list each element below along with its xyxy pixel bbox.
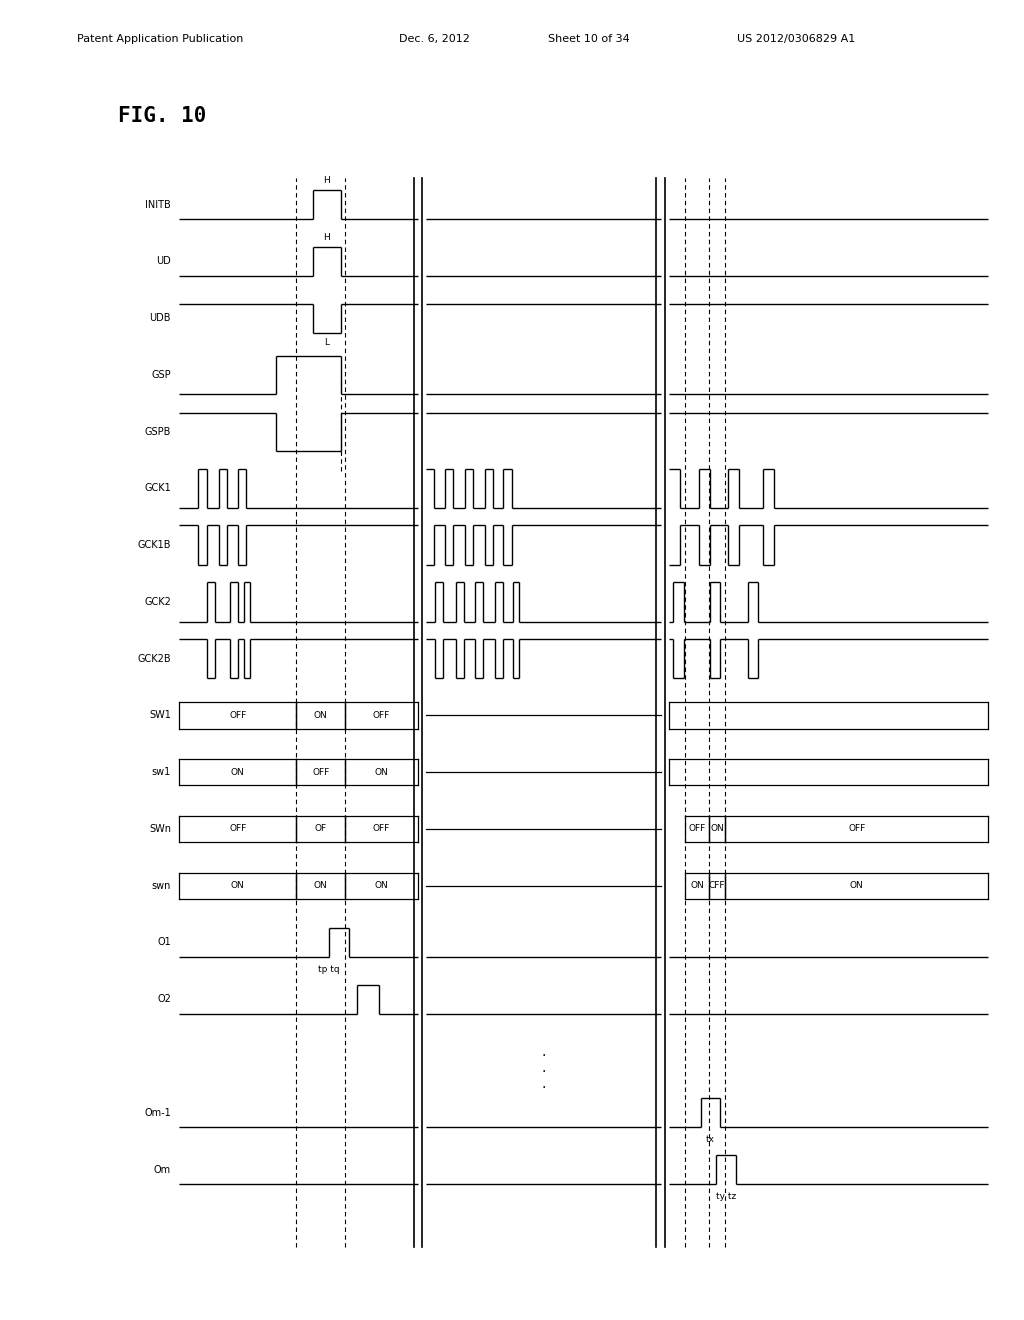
Text: OF: OF (314, 825, 327, 833)
Text: OFF: OFF (688, 825, 706, 833)
Text: OFF: OFF (373, 825, 390, 833)
Text: INITB: INITB (145, 199, 171, 210)
Text: CFF: CFF (709, 882, 725, 890)
Text: ⋅: ⋅ (541, 1065, 546, 1078)
Text: sw1: sw1 (152, 767, 171, 777)
Text: Patent Application Publication: Patent Application Publication (77, 34, 243, 45)
Text: O1: O1 (158, 937, 171, 948)
Text: FIG. 10: FIG. 10 (118, 106, 206, 125)
Text: UD: UD (157, 256, 171, 267)
Text: GCK2: GCK2 (144, 597, 171, 607)
Text: SW1: SW1 (150, 710, 171, 721)
Text: UDB: UDB (150, 313, 171, 323)
Text: ON: ON (690, 882, 703, 890)
Text: OFF: OFF (229, 711, 247, 719)
Text: H: H (324, 176, 330, 185)
Text: ON: ON (711, 825, 724, 833)
Text: GCK1: GCK1 (144, 483, 171, 494)
Text: ON: ON (314, 711, 328, 719)
Text: L: L (325, 338, 330, 347)
Text: O2: O2 (157, 994, 171, 1005)
Text: ON: ON (850, 882, 863, 890)
Text: OFF: OFF (848, 825, 865, 833)
Text: US 2012/0306829 A1: US 2012/0306829 A1 (737, 34, 855, 45)
Text: ty tz: ty tz (716, 1192, 736, 1201)
Text: H: H (324, 232, 330, 242)
Text: Sheet 10 of 34: Sheet 10 of 34 (548, 34, 630, 45)
Text: Om: Om (154, 1164, 171, 1175)
Text: GCK1B: GCK1B (137, 540, 171, 550)
Text: GCK2B: GCK2B (137, 653, 171, 664)
Text: ⋅: ⋅ (541, 1049, 546, 1063)
Text: ON: ON (375, 882, 388, 890)
Text: SWn: SWn (150, 824, 171, 834)
Text: Om-1: Om-1 (144, 1107, 171, 1118)
Text: tx: tx (706, 1135, 715, 1144)
Text: GSP: GSP (152, 370, 171, 380)
Text: ON: ON (231, 882, 245, 890)
Text: ON: ON (231, 768, 245, 776)
Text: ON: ON (314, 882, 328, 890)
Text: GSPB: GSPB (144, 426, 171, 437)
Text: OFF: OFF (312, 768, 330, 776)
Text: OFF: OFF (373, 711, 390, 719)
Text: ON: ON (375, 768, 388, 776)
Text: tp tq: tp tq (318, 965, 340, 974)
Text: OFF: OFF (229, 825, 247, 833)
Text: ⋅: ⋅ (541, 1081, 546, 1094)
Text: swn: swn (152, 880, 171, 891)
Text: Dec. 6, 2012: Dec. 6, 2012 (399, 34, 470, 45)
